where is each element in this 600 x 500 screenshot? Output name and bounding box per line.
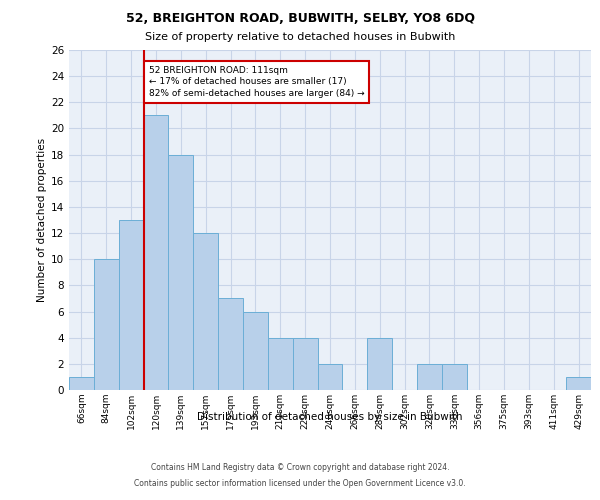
Bar: [69, 377, 94, 390]
Bar: [193, 233, 218, 390]
Text: Contains public sector information licensed under the Open Government Licence v3: Contains public sector information licen…: [134, 478, 466, 488]
Bar: [417, 364, 442, 390]
Bar: [218, 298, 243, 390]
Text: 52, BREIGHTON ROAD, BUBWITH, SELBY, YO8 6DQ: 52, BREIGHTON ROAD, BUBWITH, SELBY, YO8 …: [125, 12, 475, 26]
Bar: [566, 377, 591, 390]
Bar: [367, 338, 392, 390]
Bar: [243, 312, 268, 390]
Bar: [293, 338, 317, 390]
Bar: [442, 364, 467, 390]
Bar: [169, 154, 193, 390]
Text: Contains HM Land Registry data © Crown copyright and database right 2024.: Contains HM Land Registry data © Crown c…: [151, 464, 449, 472]
Bar: [119, 220, 143, 390]
Text: Size of property relative to detached houses in Bubwith: Size of property relative to detached ho…: [145, 32, 455, 42]
Y-axis label: Number of detached properties: Number of detached properties: [37, 138, 47, 302]
Bar: [143, 116, 169, 390]
Bar: [317, 364, 343, 390]
Text: 52 BREIGHTON ROAD: 111sqm
← 17% of detached houses are smaller (17)
82% of semi-: 52 BREIGHTON ROAD: 111sqm ← 17% of detac…: [149, 66, 364, 98]
Bar: [268, 338, 293, 390]
Bar: [94, 259, 119, 390]
Text: Distribution of detached houses by size in Bubwith: Distribution of detached houses by size …: [197, 412, 463, 422]
